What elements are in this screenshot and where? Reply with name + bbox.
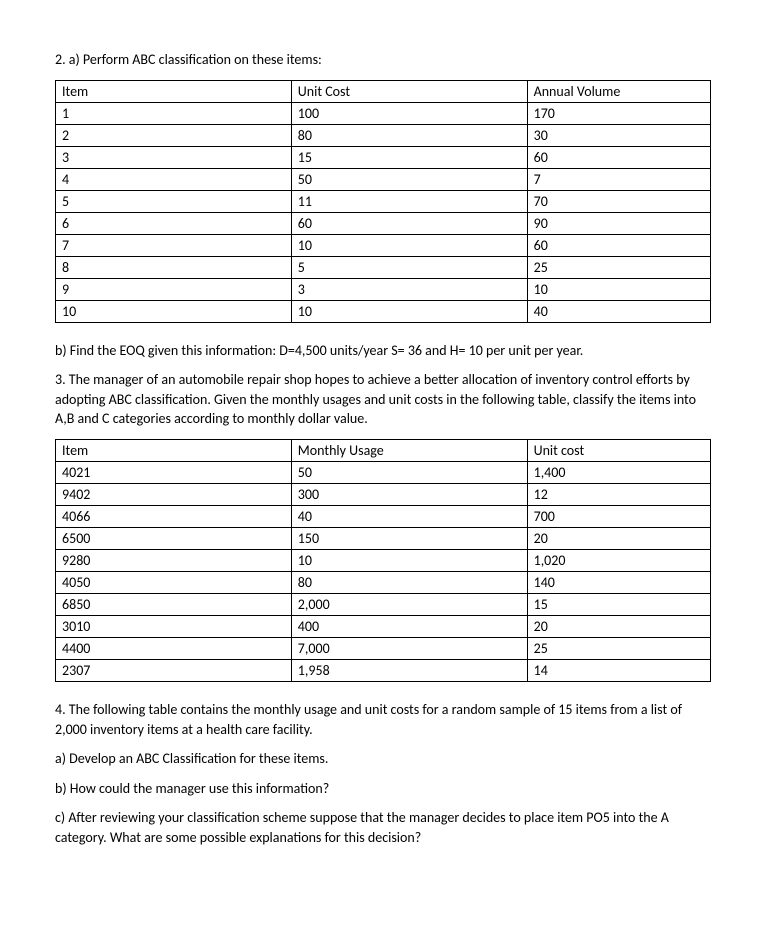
- cell: 12: [527, 483, 710, 505]
- table-row: 405080140: [56, 571, 711, 593]
- table-1: Item Unit Cost Annual Volume 1100170 280…: [55, 80, 711, 323]
- cell: 25: [527, 256, 710, 278]
- cell: 15: [527, 593, 710, 615]
- cell: 14: [527, 659, 710, 681]
- cell: 3: [291, 278, 527, 300]
- cell: 50: [291, 168, 527, 190]
- cell: 170: [527, 102, 710, 124]
- question-4b: b) How could the manager use this inform…: [55, 779, 711, 799]
- cell: 1,400: [527, 461, 710, 483]
- table-row: Item Monthly Usage Unit cost: [56, 439, 711, 461]
- cell: 4050: [56, 571, 292, 593]
- question-3: 3. The manager of an automobile repair s…: [55, 370, 711, 429]
- cell: 5: [56, 190, 292, 212]
- cell: 10: [291, 300, 527, 322]
- table-row: 66090: [56, 212, 711, 234]
- cell: 60: [527, 234, 710, 256]
- cell: Unit cost: [527, 439, 710, 461]
- cell: 7: [527, 168, 710, 190]
- table-row: 44007,00025: [56, 637, 711, 659]
- cell: 4066: [56, 505, 292, 527]
- cell: 3: [56, 146, 292, 168]
- cell: 300: [291, 483, 527, 505]
- cell: 1,958: [291, 659, 527, 681]
- cell: 30: [527, 124, 710, 146]
- question-4a: a) Develop an ABC Classification for the…: [55, 749, 711, 769]
- cell: 9402: [56, 483, 292, 505]
- table-row: 940230012: [56, 483, 711, 505]
- cell: 150: [291, 527, 527, 549]
- cell: 60: [291, 212, 527, 234]
- cell: 40: [291, 505, 527, 527]
- cell: 10: [527, 278, 710, 300]
- table-row: 1100170: [56, 102, 711, 124]
- cell: 8: [56, 256, 292, 278]
- table-row: 68502,00015: [56, 593, 711, 615]
- cell: 140: [527, 571, 710, 593]
- cell: 10: [291, 234, 527, 256]
- cell: 90: [527, 212, 710, 234]
- cell: Item: [56, 80, 292, 102]
- table-row: 406640700: [56, 505, 711, 527]
- question-4c: c) After reviewing your classification s…: [55, 808, 711, 847]
- question-2a-title: 2. a) Perform ABC classification on thes…: [55, 50, 711, 70]
- table-row: 31560: [56, 146, 711, 168]
- cell: 20: [527, 527, 710, 549]
- cell: 25: [527, 637, 710, 659]
- table-row: 101040: [56, 300, 711, 322]
- cell: 2307: [56, 659, 292, 681]
- cell: 6: [56, 212, 292, 234]
- cell: 20: [527, 615, 710, 637]
- table-row: 650015020: [56, 527, 711, 549]
- cell: 4: [56, 168, 292, 190]
- table-row: 4021501,400: [56, 461, 711, 483]
- cell: 9: [56, 278, 292, 300]
- table-row: 23071,95814: [56, 659, 711, 681]
- table-row: 301040020: [56, 615, 711, 637]
- cell: 2,000: [291, 593, 527, 615]
- table-row: 4507: [56, 168, 711, 190]
- cell: 4400: [56, 637, 292, 659]
- cell: 7: [56, 234, 292, 256]
- question-4: 4. The following table contains the mont…: [55, 700, 711, 739]
- cell: 80: [291, 124, 527, 146]
- cell: 40: [527, 300, 710, 322]
- cell: 80: [291, 571, 527, 593]
- cell: 10: [56, 300, 292, 322]
- table-row: 28030: [56, 124, 711, 146]
- cell: 5: [291, 256, 527, 278]
- cell: Annual Volume: [527, 80, 710, 102]
- table-row: 9310: [56, 278, 711, 300]
- table-row: 9280101,020: [56, 549, 711, 571]
- table-2: Item Monthly Usage Unit cost 4021501,400…: [55, 439, 711, 682]
- cell: Monthly Usage: [291, 439, 527, 461]
- cell: 7,000: [291, 637, 527, 659]
- cell: 9280: [56, 549, 292, 571]
- cell: 700: [527, 505, 710, 527]
- cell: 70: [527, 190, 710, 212]
- cell: 10: [291, 549, 527, 571]
- cell: 11: [291, 190, 527, 212]
- cell: 6850: [56, 593, 292, 615]
- table-row: 51170: [56, 190, 711, 212]
- cell: 6500: [56, 527, 292, 549]
- cell: 1: [56, 102, 292, 124]
- cell: Item: [56, 439, 292, 461]
- cell: Unit Cost: [291, 80, 527, 102]
- cell: 3010: [56, 615, 292, 637]
- cell: 2: [56, 124, 292, 146]
- cell: 50: [291, 461, 527, 483]
- table-row: 71060: [56, 234, 711, 256]
- cell: 15: [291, 146, 527, 168]
- table-row: 8525: [56, 256, 711, 278]
- cell: 400: [291, 615, 527, 637]
- cell: 4021: [56, 461, 292, 483]
- cell: 1,020: [527, 549, 710, 571]
- question-2b: b) Find the EOQ given this information: …: [55, 341, 711, 361]
- table-row: Item Unit Cost Annual Volume: [56, 80, 711, 102]
- cell: 60: [527, 146, 710, 168]
- cell: 100: [291, 102, 527, 124]
